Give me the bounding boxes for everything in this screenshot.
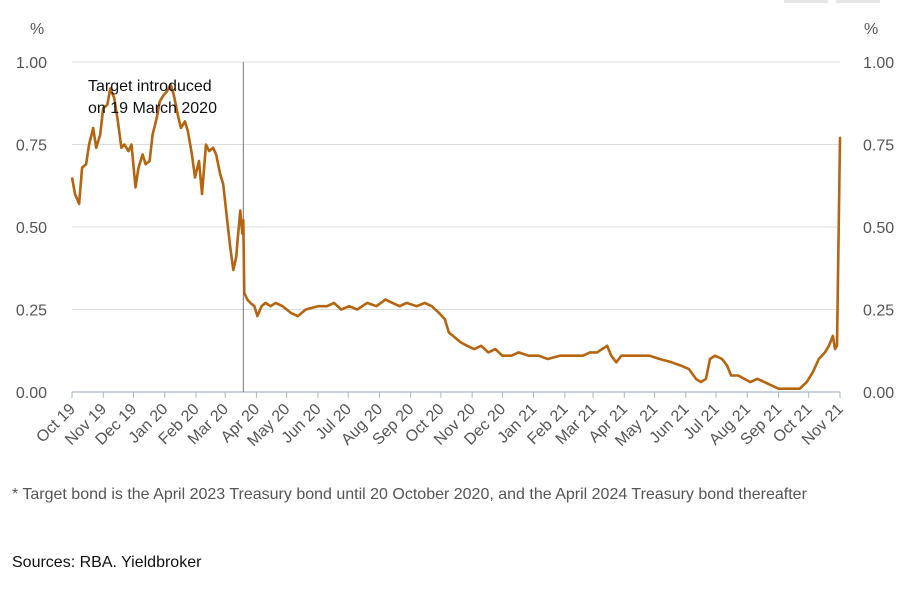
y-tick-label-right: 1.00 <box>863 55 894 72</box>
footnote: * Target bond is the April 2023 Treasury… <box>12 486 807 503</box>
y-tick-label-left: 0.25 <box>16 303 47 320</box>
y-tick-label-right: 0.75 <box>863 138 894 155</box>
toolbar-button-1[interactable] <box>784 0 828 3</box>
series-line <box>70 83 842 390</box>
y-tick-label-right: 0.50 <box>863 220 894 237</box>
y-axis-right: 0.00 0.25 0.50 0.75 1.00 <box>863 55 894 402</box>
sources: Sources: RBA. Yieldbroker <box>12 554 202 571</box>
gridlines <box>72 61 840 393</box>
toolbar-button-2[interactable] <box>836 0 880 3</box>
y-axis-left: 0.00 0.25 0.50 0.75 1.00 <box>16 55 47 402</box>
y-unit-right: % <box>864 21 878 38</box>
y-tick-label-left: 0.00 <box>16 385 47 402</box>
y-tick-label-right: 0.25 <box>863 303 894 320</box>
yield-chart: 0.00 0.25 0.50 0.75 1.00 0.00 0.25 0.50 0.75 1.0… <box>16 21 894 450</box>
y-tick-label-left: 1.00 <box>16 55 47 72</box>
y-tick-label-left: 0.75 <box>16 138 47 155</box>
y-tick-label-left: 0.50 <box>16 220 47 237</box>
y-tick-label-right: 0.00 <box>863 385 894 402</box>
annotation-line-1: Target introduced <box>88 78 212 95</box>
annotation-line-2: on 19 March 2020 <box>88 100 217 117</box>
y-unit-left: % <box>30 21 44 38</box>
